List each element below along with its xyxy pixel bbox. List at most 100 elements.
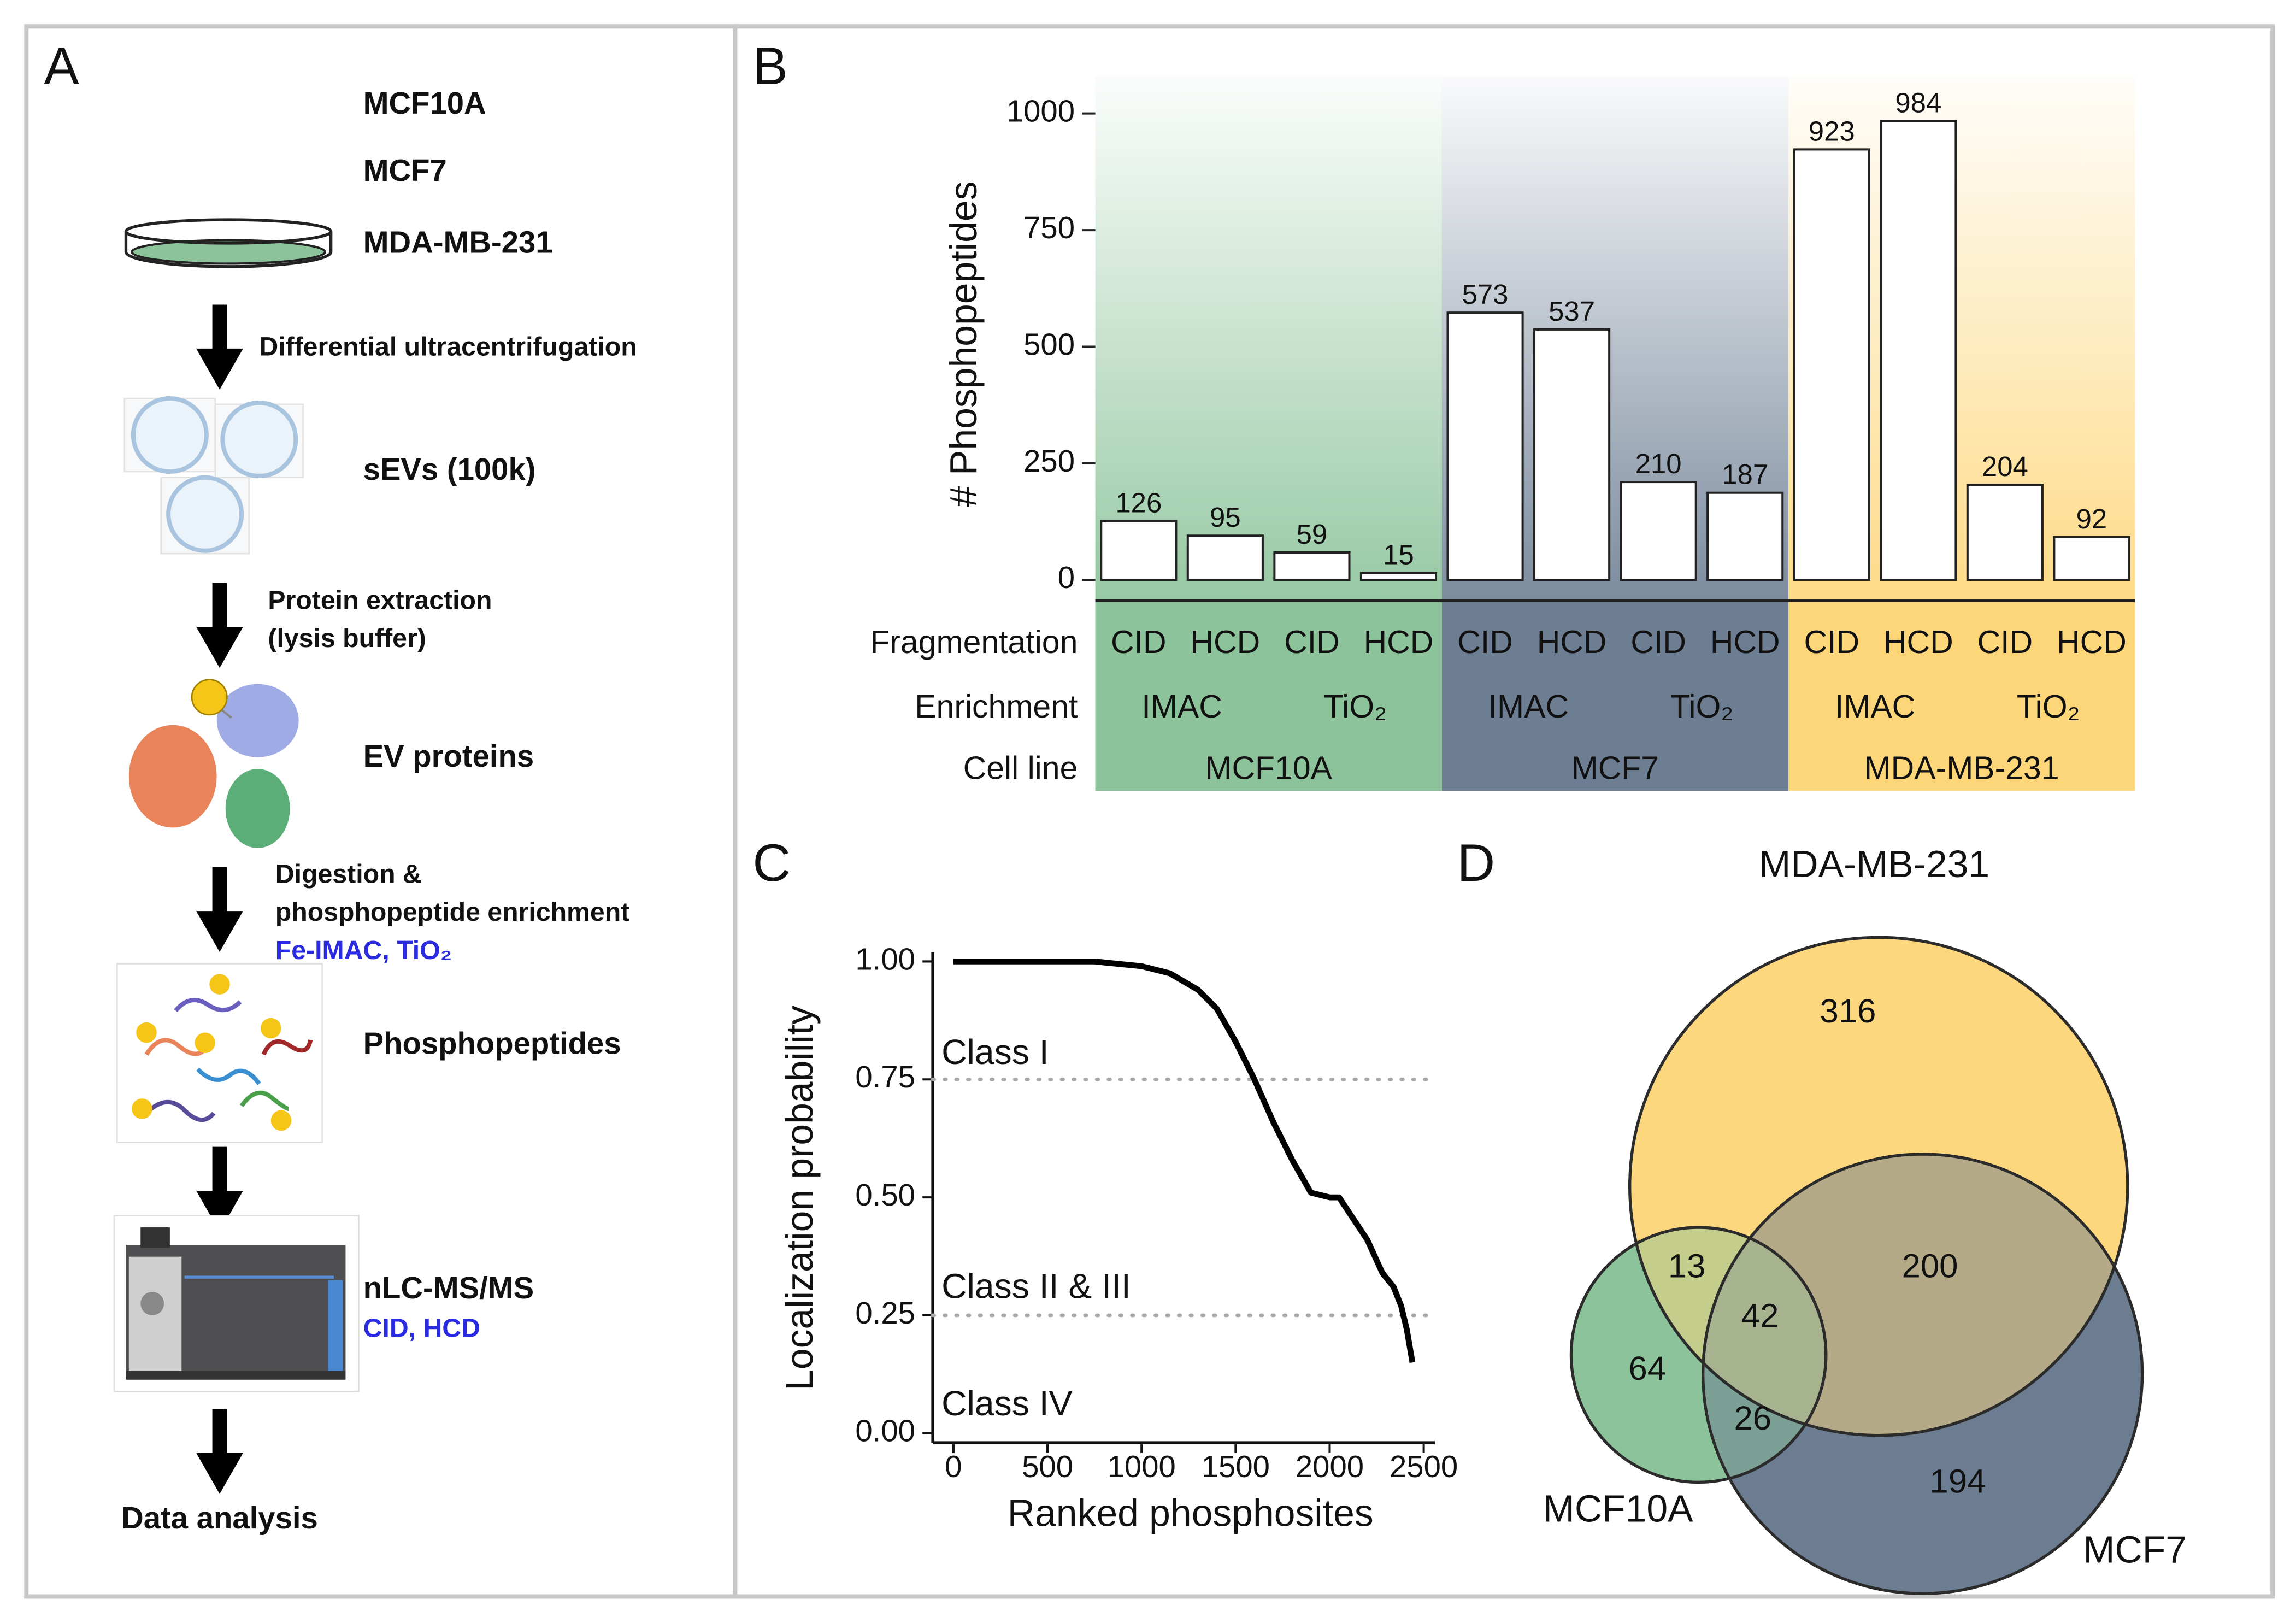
step-note: Fe-IMAC, TiO₂ [275, 936, 452, 965]
sev-icon-part [131, 396, 209, 474]
y-tick-label: 0.00 [855, 1414, 915, 1448]
group-band [1441, 600, 1788, 791]
enrichment-label: IMAC [1488, 689, 1569, 725]
peptide-icon [116, 963, 323, 1143]
enrichment-label: TiO₂ [1670, 689, 1734, 725]
region-count: 13 [1668, 1247, 1706, 1285]
bar [1273, 551, 1351, 581]
instrument-icon-part [140, 1291, 164, 1315]
arrow-part [196, 1453, 243, 1494]
arrow-part [196, 627, 243, 668]
x-tick-label: 2000 [1296, 1449, 1364, 1484]
arrow-part [212, 1409, 227, 1456]
instrument-icon-part [328, 1280, 343, 1371]
data-label: 187 [1722, 459, 1768, 490]
dish-icon-part [131, 239, 326, 265]
enrichment-label: IMAC [1835, 689, 1915, 725]
y-tick-label: 1.00 [855, 942, 915, 976]
step-method: Differential ultracentrifugation [259, 332, 637, 362]
bar [1446, 311, 1524, 581]
y-tick-label: 500 [1023, 327, 1075, 361]
y-tick-label: 750 [1023, 210, 1075, 245]
cell-line: MDA-MB-231 [363, 225, 553, 259]
x-tick-label: HCD [1710, 625, 1780, 660]
y-tick-label: 250 [1023, 444, 1075, 478]
y-tick-label: 1000 [1006, 94, 1075, 128]
peptide-icon-part [144, 1038, 207, 1056]
x-tick-label: HCD [1883, 625, 1953, 660]
data-label: 984 [1895, 87, 1941, 118]
cell-line-label: MCF7 [1571, 750, 1659, 786]
bar [1706, 491, 1784, 581]
peptide-icon-part [270, 1110, 292, 1131]
panel-letter: D [1457, 834, 1495, 892]
x-tick-label: HCD [2057, 625, 2127, 660]
x-tick-label: 500 [1022, 1449, 1073, 1484]
group-band [1788, 600, 2135, 791]
bar [1100, 520, 1178, 581]
peptide-icon-part [174, 998, 242, 1013]
step-method: (lysis buffer) [268, 624, 426, 653]
region-count: 42 [1741, 1297, 1779, 1335]
x-tick-label: HCD [1537, 625, 1607, 660]
bar [1793, 148, 1870, 581]
sev-icon-part [166, 475, 244, 553]
set-label: MDA-MB-231 [1759, 843, 1989, 885]
row-label: Enrichment [915, 689, 1078, 725]
arrow-part [212, 304, 227, 352]
y-tick-label: 0.75 [855, 1060, 915, 1094]
dish-icon [124, 218, 333, 268]
sev-icon [123, 396, 304, 555]
set-label: MCF10A [1543, 1487, 1693, 1530]
bar [1359, 572, 1438, 581]
cell-line: MCF7 [363, 153, 447, 187]
data-label: 15 [1383, 539, 1414, 571]
step-product: nLC-MS/MS [363, 1271, 534, 1305]
instrument-icon-part [126, 1371, 346, 1380]
x-tick-label: CID [1457, 625, 1513, 660]
data-label: 59 [1297, 519, 1328, 550]
panel-d: MDA-MB-231 MCF7 MCF10A 316 200 194 64 13 26 42 [1543, 843, 2187, 1595]
region-count: 26 [1734, 1400, 1772, 1437]
sev-icon-part [220, 401, 298, 479]
peptide-icon-part [261, 1039, 313, 1056]
arrow-part [212, 1146, 227, 1194]
step-product: Data analysis [121, 1501, 318, 1535]
panel-letter: A [44, 37, 79, 96]
panel-b: MCF10A MCF7 MDA-MB-231 0 250 500 750 1000 # Phos… [870, 76, 2135, 791]
enrichment-label: TiO₂ [1323, 689, 1387, 725]
bar [1966, 484, 2044, 581]
peptide-icon-part [195, 1032, 215, 1054]
region-count: 194 [1930, 1462, 1986, 1500]
peptide-icon-part [145, 1099, 216, 1122]
arrow-part [196, 911, 243, 952]
step-product: Phosphopeptides [363, 1026, 621, 1061]
protein-icon-part [225, 769, 290, 848]
panel-letter: C [752, 834, 791, 892]
x-axis-label: Ranked phosphosites [1008, 1491, 1374, 1534]
instrument-icon [113, 1215, 360, 1392]
annotation: Class II & III [941, 1267, 1131, 1306]
x-tick-label: CID [1284, 625, 1340, 660]
bar [1186, 534, 1264, 581]
panel-c: 0.00 0.25 0.50 0.75 1.00 0 500 1000 1500 2000 2500… [778, 942, 1458, 1534]
group-band [1095, 76, 1442, 601]
workflow: MCF10A MCF7 MDA-MB-231 Differential ultr… [113, 86, 637, 1535]
step-product: sEVs (100k) [363, 452, 536, 486]
data-label: 95 [1210, 502, 1241, 533]
peptide-icon-part [209, 974, 230, 995]
panel-frame [733, 24, 2275, 1599]
data-label: 573 [1462, 279, 1509, 310]
cell-line-label: MDA-MB-231 [1864, 750, 2059, 786]
region-count: 316 [1820, 992, 1876, 1030]
data-label: 210 [1635, 448, 1682, 479]
arrow-part [196, 348, 243, 390]
y-axis-label: # Phosphopeptides [942, 181, 985, 508]
x-tick-label: 2500 [1390, 1449, 1458, 1484]
arrow-part [212, 867, 227, 914]
venn-circle [1701, 1153, 2144, 1595]
row-label: Cell line [963, 750, 1078, 786]
instrument-icon-part [140, 1227, 170, 1248]
cell-line-label: MCF10A [1205, 750, 1332, 786]
